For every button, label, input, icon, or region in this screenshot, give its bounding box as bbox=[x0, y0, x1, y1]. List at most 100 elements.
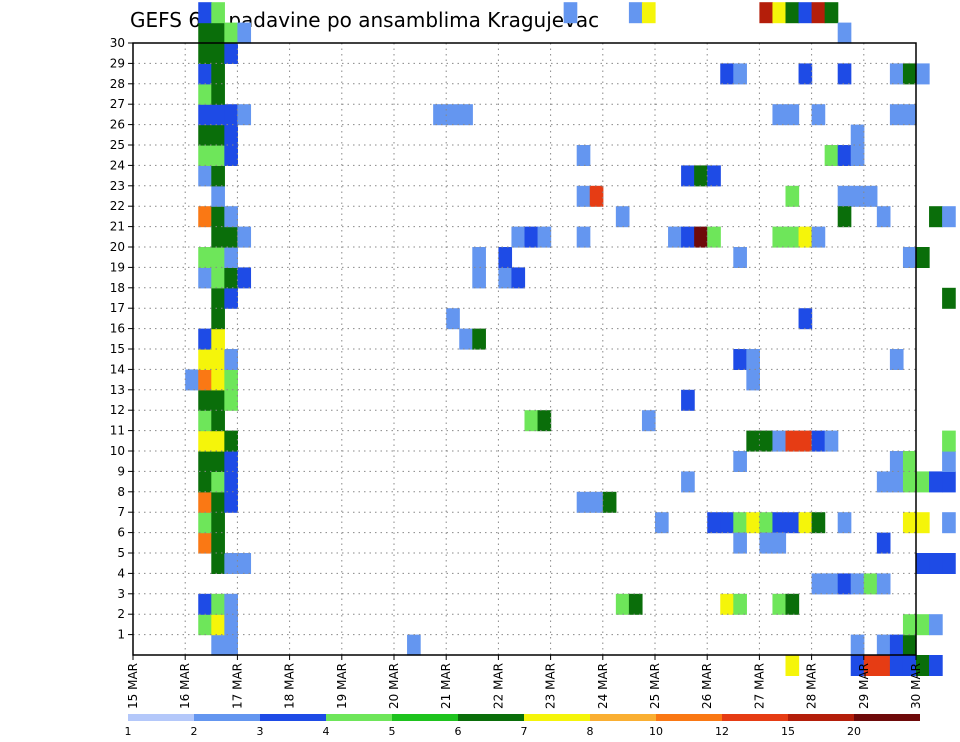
heatmap-cell bbox=[850, 655, 865, 676]
heatmap-cell bbox=[902, 471, 917, 493]
x-tick-label: 24 MAR bbox=[596, 663, 610, 709]
heatmap-cell bbox=[198, 349, 212, 370]
heatmap-cell bbox=[902, 614, 917, 636]
heatmap-cell bbox=[459, 328, 473, 350]
heatmap-cell bbox=[772, 512, 787, 534]
heatmap-cells bbox=[185, 2, 956, 676]
heatmap-cell bbox=[237, 22, 252, 44]
heatmap-cell bbox=[459, 104, 473, 126]
heatmap-cell bbox=[668, 226, 682, 248]
heatmap-cell bbox=[929, 553, 943, 574]
heatmap-cell bbox=[798, 226, 813, 248]
x-axis-ticks: 15 MAR 16 MAR 17 MAR 18 MAR 19 MAR 20 MAR 21 M… bbox=[126, 655, 923, 709]
x-tick-label: 17 MAR bbox=[230, 663, 244, 709]
heatmap-cell bbox=[837, 512, 852, 534]
colorbar-swatch bbox=[524, 714, 590, 721]
heatmap-cell bbox=[942, 206, 956, 228]
heatmap-cell bbox=[759, 512, 774, 534]
heatmap-cell bbox=[876, 532, 891, 554]
colorbar-swatch bbox=[722, 714, 788, 721]
heatmap-cell bbox=[824, 573, 839, 595]
heatmap-cell bbox=[628, 593, 643, 615]
heatmap-cell bbox=[916, 614, 930, 636]
x-tick-label: 30 MAR bbox=[909, 663, 923, 709]
heatmap-cell bbox=[198, 267, 212, 289]
heatmap-cell bbox=[942, 287, 956, 309]
heatmap-cell bbox=[929, 614, 943, 636]
heatmap-cell bbox=[498, 267, 513, 289]
heatmap-cell bbox=[211, 634, 225, 656]
heatmap-cell bbox=[733, 532, 747, 554]
heatmap-cell bbox=[224, 614, 238, 636]
x-tick-label: 25 MAR bbox=[648, 663, 662, 709]
colorbar-swatch bbox=[260, 714, 326, 721]
heatmap-cell bbox=[628, 2, 643, 24]
colorbar-label: 8 bbox=[587, 725, 594, 738]
heatmap-cell bbox=[746, 512, 760, 534]
heatmap-cell bbox=[198, 410, 212, 432]
heatmap-cell bbox=[211, 145, 225, 166]
y-tick-label: 9 bbox=[117, 464, 125, 478]
heatmap-cell bbox=[902, 634, 917, 656]
colorbar-swatch bbox=[854, 714, 920, 721]
heatmap-cell bbox=[224, 451, 238, 472]
heatmap-cell bbox=[942, 553, 956, 574]
heatmap-cell bbox=[876, 206, 891, 228]
heatmap-cell bbox=[889, 655, 904, 676]
heatmap-cell bbox=[863, 655, 878, 676]
heatmap-cell bbox=[772, 104, 787, 126]
heatmap-cell bbox=[889, 349, 904, 370]
colorbar-swatch bbox=[656, 714, 722, 721]
heatmap-cell bbox=[850, 573, 865, 595]
heatmap-cell bbox=[681, 471, 695, 493]
heatmap-cell bbox=[733, 349, 747, 370]
heatmap-cell bbox=[759, 532, 774, 554]
x-tick-label: 21 MAR bbox=[439, 663, 453, 709]
heatmap-cell bbox=[889, 63, 904, 85]
heatmap-cell bbox=[811, 226, 826, 248]
heatmap-cell bbox=[433, 104, 447, 126]
heatmap-cell bbox=[811, 512, 826, 534]
colorbar-label: 4 bbox=[323, 725, 330, 738]
heatmap-cell bbox=[850, 145, 865, 166]
heatmap-cell bbox=[916, 471, 930, 493]
heatmap-cell bbox=[811, 2, 826, 24]
heatmap-cell bbox=[224, 226, 238, 248]
y-tick-label: 18 bbox=[110, 281, 125, 295]
heatmap-cell bbox=[615, 206, 630, 228]
colorbar-label: 6 bbox=[455, 725, 462, 738]
heatmap-cell bbox=[889, 451, 904, 472]
heatmap-cell bbox=[211, 532, 225, 554]
heatmap-cell bbox=[472, 247, 486, 268]
heatmap-cell bbox=[929, 655, 943, 676]
heatmap-cell bbox=[902, 451, 917, 472]
y-tick-label: 13 bbox=[110, 383, 125, 397]
heatmap-cell bbox=[929, 471, 943, 493]
heatmap-cell bbox=[902, 63, 917, 85]
heatmap-cell bbox=[224, 593, 238, 615]
colorbar-label: 10 bbox=[649, 725, 663, 738]
heatmap-cell bbox=[211, 512, 225, 534]
heatmap-cell bbox=[720, 512, 734, 534]
heatmap-cell bbox=[198, 22, 212, 44]
y-tick-label: 21 bbox=[110, 220, 125, 234]
heatmap-cell bbox=[772, 430, 787, 452]
heatmap-cell bbox=[746, 369, 760, 391]
heatmap-cell bbox=[824, 145, 839, 166]
heatmap-cell bbox=[876, 573, 891, 595]
heatmap-cell bbox=[785, 593, 800, 615]
heatmap-cell bbox=[224, 491, 238, 513]
heatmap-cell bbox=[942, 430, 956, 452]
heatmap-cell bbox=[198, 165, 212, 187]
colorbar-label: 3 bbox=[257, 725, 264, 738]
heatmap-cell bbox=[198, 63, 212, 85]
heatmap-cell bbox=[733, 451, 747, 472]
heatmap-cell bbox=[198, 430, 212, 452]
heatmap-cell bbox=[224, 553, 238, 574]
heatmap-cell bbox=[837, 573, 852, 595]
heatmap-cell bbox=[798, 63, 813, 85]
heatmap-cell bbox=[211, 451, 225, 472]
heatmap-cell bbox=[511, 267, 526, 289]
heatmap-cell bbox=[446, 104, 460, 126]
heatmap-cell bbox=[798, 512, 813, 534]
